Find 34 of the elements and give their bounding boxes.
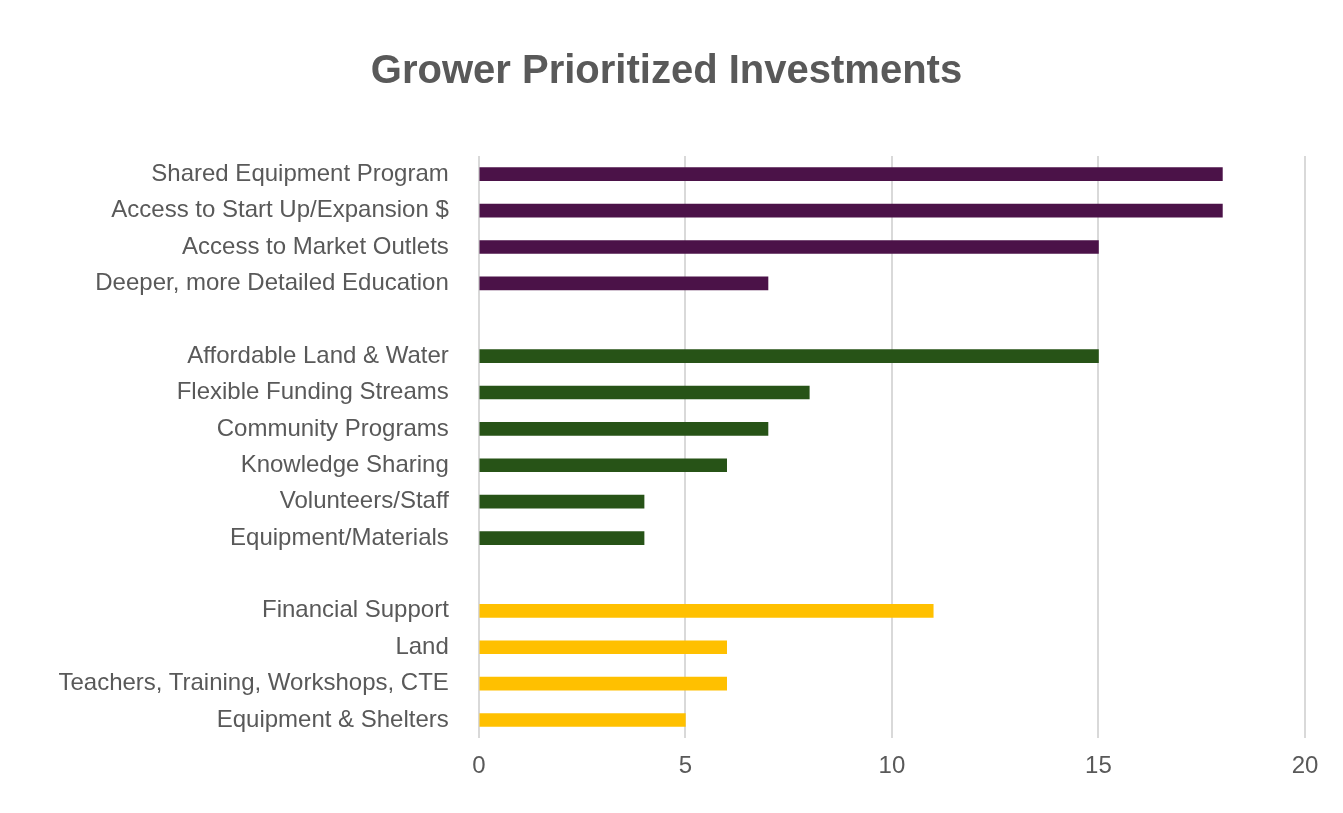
- y-tick-label: Volunteers/Staff: [279, 486, 450, 514]
- bar: [479, 458, 727, 473]
- y-tick-label: Land: [395, 631, 449, 659]
- bar: [479, 349, 1099, 363]
- bar: [479, 640, 727, 655]
- bar: [479, 531, 645, 545]
- bar: [479, 676, 727, 691]
- y-tick-label: Equipment & Shelters: [216, 704, 449, 732]
- y-tick-label: Flexible Funding Streams: [176, 377, 449, 405]
- y-tick-label: Deeper, more Detailed Education: [95, 267, 449, 295]
- bar: [479, 276, 769, 291]
- y-tick-label: Equipment/Materials: [230, 522, 449, 550]
- bar: [479, 422, 769, 436]
- y-tick-label: Shared Equipment Program: [151, 158, 449, 186]
- bar: [479, 713, 686, 727]
- bar: [479, 385, 810, 400]
- y-tick-label: Access to Market Outlets: [182, 231, 449, 259]
- bar: [479, 240, 1099, 254]
- x-tick-label: 10: [878, 751, 906, 779]
- bar: [479, 203, 1223, 218]
- x-tick-label: 5: [678, 751, 693, 779]
- bar: [479, 494, 645, 509]
- y-tick-label: Teachers, Training, Workshops, CTE: [58, 668, 449, 696]
- y-tick-label: Financial Support: [262, 595, 450, 623]
- y-tick-label: Affordable Land & Water: [187, 340, 449, 368]
- y-tick-label: Community Programs: [216, 413, 449, 441]
- bar: [479, 604, 934, 618]
- x-tick-label: 15: [1085, 751, 1112, 779]
- x-tick-label: 20: [1291, 751, 1319, 779]
- y-tick-label: Access to Start Up/Expansion $: [111, 195, 449, 223]
- x-tick-label: 0: [472, 751, 486, 779]
- y-tick-label: Knowledge Sharing: [240, 449, 449, 477]
- bar: [479, 167, 1223, 182]
- chart-title: Grower Prioritized Investments: [370, 47, 963, 92]
